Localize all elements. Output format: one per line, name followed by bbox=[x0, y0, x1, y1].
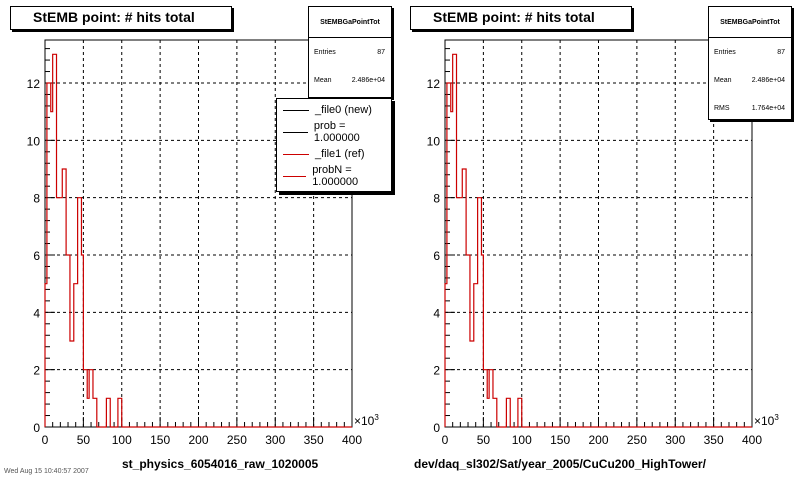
x-tick-label: 150 bbox=[550, 433, 570, 447]
stats-value: 2.486e+04 bbox=[351, 76, 385, 84]
legend-entry-prob: prob = 1.000000 bbox=[277, 120, 391, 144]
stats-name: StEMBGaPointTot bbox=[309, 7, 391, 38]
x-tick-label: 100 bbox=[512, 433, 532, 447]
x-tick-label: 0 bbox=[42, 433, 49, 447]
y-tick-label: 10 bbox=[427, 134, 441, 148]
stats-value: 87 bbox=[377, 48, 385, 56]
stats-value: 87 bbox=[777, 48, 785, 56]
stats-row-mean: Mean 2.486e+04 bbox=[709, 66, 791, 94]
x-tick-label: 300 bbox=[665, 433, 685, 447]
legend-entry-file1: _file1 (ref) bbox=[277, 143, 391, 165]
x-axis-label-left: st_physics_6054016_raw_1020005 bbox=[122, 457, 319, 471]
axis-multiplier-base: ×10 bbox=[354, 414, 375, 428]
x-tick-label: 250 bbox=[627, 433, 647, 447]
x-tick-label: 350 bbox=[704, 433, 724, 447]
stats-row-rms: RMS 1.764e+04 bbox=[709, 94, 791, 122]
legend-line bbox=[283, 109, 309, 111]
legend-box: _file0 (new) prob = 1.000000 _file1 (ref… bbox=[276, 98, 392, 192]
stats-label: Entries bbox=[714, 48, 736, 56]
y-tick-label: 2 bbox=[433, 364, 440, 378]
x-tick-label: 400 bbox=[742, 433, 762, 447]
y-tick-label: 12 bbox=[27, 77, 41, 91]
x-tick-label: 200 bbox=[188, 433, 208, 447]
stats-row-mean: Mean 2.486e+04 bbox=[309, 66, 391, 94]
stats-row-entries: Entries 87 bbox=[309, 38, 391, 66]
legend-label: prob = 1.000000 bbox=[313, 120, 360, 144]
plot-title-text: StEMB point: # hits total bbox=[433, 9, 595, 25]
x-tick-label: 150 bbox=[150, 433, 170, 447]
axis-multiplier-base: ×10 bbox=[754, 414, 775, 428]
stats-name: StEMBGaPointTot bbox=[709, 7, 791, 38]
legend-label: _file1 (ref) bbox=[315, 148, 365, 160]
x-axis-label-right: dev/daq_sl302/Sat/year_2005/CuCu200_High… bbox=[414, 457, 706, 471]
x-tick-label: 200 bbox=[588, 433, 608, 447]
stats-box-left: StEMBGaPointTot Entries 87 Mean 2.486e+0… bbox=[308, 6, 392, 98]
legend-line bbox=[283, 175, 307, 177]
timestamp-footer: Wed Aug 15 10:40:57 2007 bbox=[4, 468, 89, 475]
legend-line bbox=[283, 153, 309, 155]
y-tick-label: 0 bbox=[433, 421, 440, 435]
x-tick-label: 300 bbox=[265, 433, 285, 447]
x-tick-label: 400 bbox=[342, 433, 362, 447]
stats-label: Entries bbox=[314, 48, 336, 56]
histogram-series-line bbox=[444, 53, 752, 428]
stats-label: Mean bbox=[714, 76, 732, 84]
histogram-plot-right: 0 50 100 150 200 250 300 350 400 0 2 4 6 8 10 12 bbox=[427, 39, 762, 447]
legend-line bbox=[283, 131, 308, 133]
y-tick-label: 4 bbox=[33, 306, 40, 320]
y-tick-label: 12 bbox=[427, 77, 441, 91]
y-tick-label: 2 bbox=[33, 364, 40, 378]
stats-box-right: StEMBGaPointTot Entries 87 Mean 2.486e+0… bbox=[708, 6, 792, 120]
x-tick-label: 0 bbox=[442, 433, 449, 447]
legend-label: _file0 (new) bbox=[315, 104, 372, 116]
x-tick-label: 250 bbox=[227, 433, 247, 447]
y-tick-label: 8 bbox=[433, 192, 440, 206]
stats-row-entries: Entries 87 bbox=[709, 38, 791, 66]
axis-multiplier-exp: 3 bbox=[374, 413, 379, 422]
stats-label: Mean bbox=[314, 76, 332, 84]
plot-title-left: StEMB point: # hits total bbox=[10, 6, 232, 30]
y-tick-label: 4 bbox=[433, 306, 440, 320]
axis-multiplier-right: ×103 bbox=[754, 413, 779, 428]
axis-multiplier-exp: 3 bbox=[774, 413, 779, 422]
legend-entry-file0: _file0 (new) bbox=[277, 99, 391, 121]
x-tick-label: 50 bbox=[77, 433, 91, 447]
y-tick-label: 6 bbox=[433, 249, 440, 263]
plot-title-right: StEMB point: # hits total bbox=[410, 6, 632, 30]
x-tick-label: 100 bbox=[112, 433, 132, 447]
y-tick-label: 10 bbox=[27, 134, 41, 148]
y-tick-label: 6 bbox=[33, 249, 40, 263]
stats-label: RMS bbox=[714, 104, 730, 112]
x-tick-label: 350 bbox=[304, 433, 324, 447]
y-tick-label: 0 bbox=[33, 421, 40, 435]
x-tick-label: 50 bbox=[477, 433, 491, 447]
axis-multiplier-left: ×103 bbox=[354, 413, 379, 428]
histogram-plot-left: 0 50 100 150 200 250 300 350 400 0 2 4 6 8 10 12 bbox=[27, 39, 362, 447]
y-tick-label: 8 bbox=[33, 192, 40, 206]
legend-label: probN = 1.000000 bbox=[312, 164, 359, 188]
plot-title-text: StEMB point: # hits total bbox=[33, 9, 195, 25]
histogram-series-line bbox=[44, 53, 352, 428]
stats-value: 1.764e+04 bbox=[751, 104, 785, 112]
stats-value: 2.486e+04 bbox=[751, 76, 785, 84]
legend-entry-probN: probN = 1.000000 bbox=[277, 164, 391, 188]
